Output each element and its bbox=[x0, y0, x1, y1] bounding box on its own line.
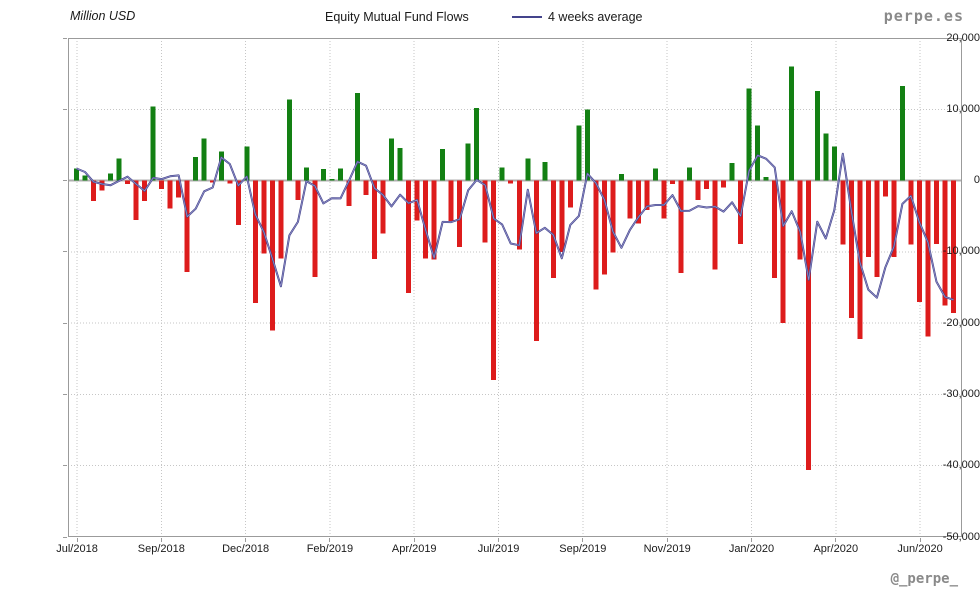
plot-area bbox=[68, 37, 962, 538]
x-axis-tick-label: Jul/2019 bbox=[477, 543, 520, 555]
y-axis-tick-label: -10,000 bbox=[942, 245, 980, 258]
y-axis-unit-label: Million USD bbox=[70, 9, 136, 23]
x-axis-tick bbox=[666, 538, 668, 542]
x-axis-tick bbox=[750, 538, 752, 542]
x-axis-tick bbox=[498, 538, 500, 542]
x-axis-tick-label: Sep/2018 bbox=[137, 543, 185, 555]
x-axis-tick bbox=[582, 538, 584, 542]
y-axis-tick bbox=[63, 108, 67, 110]
legend-line-swatch-icon bbox=[512, 15, 542, 19]
y-axis-tick bbox=[63, 536, 67, 538]
x-axis-tick bbox=[919, 538, 921, 542]
y-axis-tick bbox=[63, 180, 67, 182]
y-axis-tick-label: 20,000 bbox=[946, 31, 980, 44]
y-axis-tick-label: 0 bbox=[973, 174, 980, 187]
x-axis-tick bbox=[76, 538, 78, 542]
x-axis-tick-label: Apr/2019 bbox=[391, 543, 437, 555]
x-axis-tick-label: Jan/2020 bbox=[728, 543, 775, 555]
x-axis-tick-label: Apr/2020 bbox=[813, 543, 859, 555]
flows-chart-canvas bbox=[68, 37, 962, 538]
y-axis-tick-label: -40,000 bbox=[942, 459, 980, 472]
legend-label: 4 weeks average bbox=[548, 10, 643, 24]
x-axis-tick-label: Jun/2020 bbox=[897, 543, 943, 555]
x-axis-tick bbox=[160, 538, 162, 542]
y-axis-tick bbox=[63, 393, 67, 395]
y-axis-tick bbox=[63, 465, 67, 467]
x-axis-tick-label: Nov/2019 bbox=[643, 543, 691, 555]
chart-title: Equity Mutual Fund Flows bbox=[325, 10, 469, 24]
y-axis-tick-label: 10,000 bbox=[946, 102, 980, 115]
legend: 4 weeks average bbox=[512, 10, 643, 24]
twitter-handle: @_perpe_ bbox=[890, 571, 958, 587]
x-axis-tick-label: Sep/2019 bbox=[559, 543, 607, 555]
x-axis-tick bbox=[413, 538, 415, 542]
x-axis-tick bbox=[329, 538, 331, 542]
y-axis-tick-label: -50,000 bbox=[942, 530, 980, 543]
x-axis-tick bbox=[245, 538, 247, 542]
x-axis-tick-label: Feb/2019 bbox=[306, 543, 354, 555]
y-axis-tick bbox=[63, 251, 67, 253]
brand-logo: perpe.es bbox=[883, 7, 964, 25]
y-axis-tick bbox=[63, 37, 67, 39]
x-axis-tick bbox=[835, 538, 837, 542]
x-axis-tick-label: Dec/2018 bbox=[222, 543, 270, 555]
y-axis-tick bbox=[63, 322, 67, 324]
y-axis-tick-label: -20,000 bbox=[942, 316, 980, 329]
y-axis-tick-label: -30,000 bbox=[942, 387, 980, 400]
x-axis-tick-label: Jul/2018 bbox=[56, 543, 98, 555]
